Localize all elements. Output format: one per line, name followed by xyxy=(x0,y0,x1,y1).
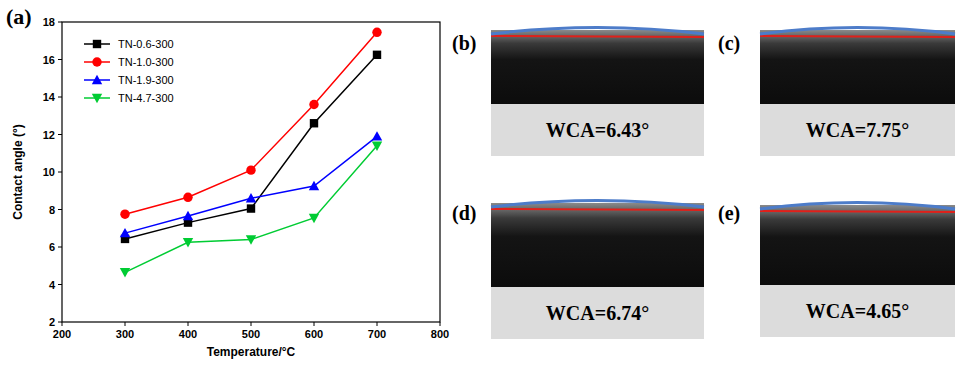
panel-letter: (b) xyxy=(452,32,476,55)
legend-marker xyxy=(93,40,101,48)
x-tick xyxy=(440,322,441,326)
label-box xyxy=(760,285,955,337)
droplet-outline xyxy=(760,28,955,35)
y-tick xyxy=(58,172,62,173)
x-tick-label: 800 xyxy=(431,328,449,340)
y-axis-title: Contact angle (°) xyxy=(11,124,25,219)
x-tick xyxy=(251,322,252,326)
x-tick-label: 600 xyxy=(305,328,323,340)
y-tick-label: 12 xyxy=(43,129,55,141)
label-box xyxy=(491,104,704,156)
panel-letter: (e) xyxy=(718,202,740,225)
y-tick-label: 18 xyxy=(43,16,55,28)
photo-panel: (b) WCA=6.43° xyxy=(452,28,704,157)
baseline xyxy=(760,211,955,212)
series-marker xyxy=(120,228,130,237)
legend-label: TN-4.7-300 xyxy=(118,92,174,104)
x-tick xyxy=(188,322,189,326)
y-tick xyxy=(58,209,62,210)
plot-frame xyxy=(62,22,440,322)
series-line xyxy=(125,146,377,273)
photo xyxy=(760,30,955,104)
x-tick-label: 300 xyxy=(116,328,134,340)
x-tick-label: 500 xyxy=(242,328,260,340)
y-tick xyxy=(58,22,62,23)
series-marker xyxy=(246,193,256,202)
series-marker xyxy=(310,119,318,127)
y-tick xyxy=(58,247,62,248)
series-line xyxy=(125,136,377,233)
series-marker xyxy=(246,165,255,174)
droplet-outline xyxy=(491,28,704,35)
legend: TN-0.6-300 TN-1.0-300 TN-1.9-300 TN-4.7-300 xyxy=(84,38,174,104)
wca-label: WCA=6.74° xyxy=(546,302,649,324)
y-tick-label: 4 xyxy=(49,279,56,291)
panel-letter: (c) xyxy=(718,32,740,55)
baseline xyxy=(491,36,704,37)
baseline xyxy=(491,209,704,210)
legend-label: TN-1.9-300 xyxy=(118,74,174,86)
x-tick xyxy=(314,322,315,326)
y-tick xyxy=(58,322,62,323)
y-tick xyxy=(58,97,62,98)
label-box xyxy=(760,104,955,156)
baseline xyxy=(760,36,955,37)
y-tick xyxy=(58,134,62,135)
photo-panel: (c) WCA=7.75° xyxy=(718,28,955,157)
series-marker xyxy=(309,181,319,190)
x-tick-label: 200 xyxy=(53,328,71,340)
series-marker xyxy=(247,204,255,212)
y-tick-label: 16 xyxy=(43,54,55,66)
series-marker xyxy=(183,193,192,202)
series-marker xyxy=(120,209,129,218)
y-tick xyxy=(58,59,62,60)
legend-label: TN-0.6-300 xyxy=(118,38,174,50)
x-tick xyxy=(125,322,126,326)
photo-panel: (d) WCA=6.74° xyxy=(452,201,704,340)
series-marker xyxy=(183,211,193,220)
photo xyxy=(491,203,704,287)
legend-marker xyxy=(92,57,101,66)
series-marker xyxy=(309,214,319,223)
droplet-outline xyxy=(760,203,955,210)
x-tick xyxy=(62,322,63,326)
wca-label: WCA=4.65° xyxy=(806,300,909,322)
series-marker xyxy=(372,131,382,140)
label-box xyxy=(491,287,704,339)
legend-marker xyxy=(92,94,102,103)
legend-marker xyxy=(92,75,102,84)
legend-label: TN-1.0-300 xyxy=(118,56,174,68)
panel-letter: (a) xyxy=(6,4,32,29)
y-tick-label: 6 xyxy=(49,241,55,253)
wca-label: WCA=6.43° xyxy=(546,119,649,141)
y-tick xyxy=(58,284,62,285)
x-tick xyxy=(377,322,378,326)
wca-label: WCA=7.75° xyxy=(806,119,909,141)
photo-panel: (e) WCA=4.65° xyxy=(718,202,955,337)
x-tick-label: 700 xyxy=(368,328,386,340)
y-tick-label: 14 xyxy=(43,91,56,103)
droplet-outline xyxy=(491,201,704,208)
series-marker xyxy=(372,28,381,37)
x-tick-label: 400 xyxy=(179,328,197,340)
photo xyxy=(491,30,704,104)
photo xyxy=(760,205,955,285)
x-axis-title: Temperature/°C xyxy=(207,345,296,359)
series-marker xyxy=(120,268,130,277)
series-marker xyxy=(246,235,256,244)
series-marker xyxy=(309,100,318,109)
figure: (a) 200 300 400 500 600 700 800 2 4 6 8 10 12 14 16 18 Te… xyxy=(0,0,959,366)
panel-letter: (d) xyxy=(452,202,476,225)
series-marker xyxy=(373,51,381,59)
series-marker xyxy=(372,142,382,151)
y-tick-label: 2 xyxy=(49,316,55,328)
series-marker xyxy=(183,238,193,247)
y-tick-label: 10 xyxy=(43,166,55,178)
y-tick-label: 8 xyxy=(49,204,55,216)
